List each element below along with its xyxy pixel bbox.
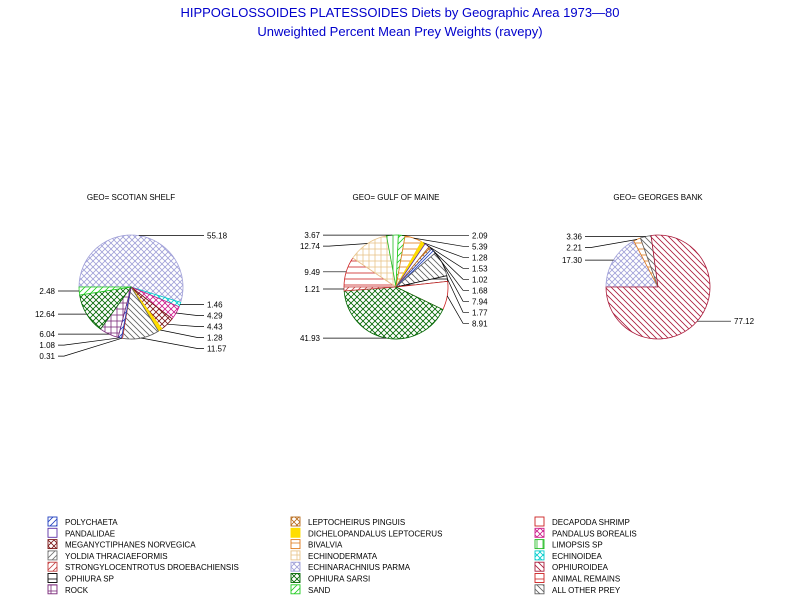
leader-line (413, 237, 469, 247)
leader-line (442, 263, 469, 302)
legend-label-pandalidae: PANDALIDAE (65, 529, 115, 538)
legend-swatch-ophiura_sp (47, 573, 58, 583)
pie-slice-strongylocentrotus (343, 286, 397, 292)
slice-label: 1.77 (472, 308, 488, 317)
legend-swatch-rock (47, 584, 58, 595)
leader-line (323, 243, 368, 247)
legend-label-pandalus: PANDALUS BOREALIS (552, 529, 637, 538)
legend-label-ophiura_sp: OPHIURA SP (65, 575, 114, 584)
leader-line (160, 329, 204, 338)
slice-label: 4.43 (207, 323, 223, 332)
pie-title-georges-bank: GEO= GEORGES BANK (613, 193, 703, 202)
pie-slice-echinarachnius (78, 234, 184, 303)
legend-label-bivalvia: BIVALVIA (308, 541, 343, 550)
legend-label-decapoda: DECAPODA SHRIMP (552, 518, 630, 527)
pie-georges-bank: GEO= GEORGES BANK 77.12 3.36 2.21 17.30 (562, 193, 755, 340)
legend-label-meganyctiphanes: MEGANYCTIPHANES NORVEGICA (65, 541, 196, 550)
legend-swatch-echinodermata (290, 550, 301, 561)
slice-label: 4.29 (207, 312, 223, 321)
slice-label: 1.53 (472, 264, 488, 273)
leader-line (58, 337, 123, 357)
legend: POLYCHAETA PANDALIDAE MEGANYCTIPHANES NORV… (47, 516, 637, 595)
leader-line (167, 323, 204, 327)
slice-label: 6.04 (39, 330, 55, 339)
legend-label-rock: ROCK (65, 586, 89, 595)
leader-line (430, 247, 469, 280)
legend-label-polychaeta: POLYCHAETA (65, 518, 118, 527)
slice-label: 55.18 (207, 232, 228, 241)
legend-label-echinarachnius: ECHINARACHNIUS PARMA (308, 563, 411, 572)
slice-label: 11.57 (207, 345, 227, 354)
slice-label: 2.09 (472, 231, 488, 240)
slice-label: 1.21 (304, 285, 320, 294)
legend-label-dichelopandalus: DICHELOPANDALUS LEPTOCERUS (308, 529, 442, 538)
pie-gulf-of-maine: GEO= GULF OF MAINE 2.09 5.39 1.28 1.53 1.02 1… (300, 193, 488, 343)
slice-label: 1.68 (472, 286, 488, 295)
slice-label: 12.74 (300, 242, 321, 251)
legend-label-animal_remains: ANIMAL REMAINS (552, 575, 620, 584)
leader-line (423, 242, 469, 258)
legend-swatch-echinarachnius (290, 561, 301, 572)
pie-title-gulf-of-maine: GEO= GULF OF MAINE (353, 193, 440, 202)
slice-label: 0.31 (39, 352, 55, 361)
legend-swatch-pandalus (534, 527, 545, 538)
legend-swatch-echinoidea (534, 550, 545, 561)
legend-swatch-sand (290, 584, 301, 595)
legend-swatch-dichelopandalus (290, 527, 301, 538)
leader-line (446, 278, 469, 313)
legend-label-ophiuroidea: OPHIUROIDEA (552, 563, 609, 572)
legend-label-strongylocentrotus: STRONGYLOCENTROTUS DROEBACHIENSIS (65, 563, 239, 572)
chart-subtitle: Unweighted Percent Mean Prey Weights (ra… (257, 24, 542, 39)
legend-label-sand: SAND (308, 586, 330, 595)
legend-swatch-ophiuroidea (534, 561, 545, 572)
legend-label-echinodermata: ECHINODERMATA (308, 552, 378, 561)
legend-label-ophiura_sarsi: OPHIURA SARSI (308, 575, 370, 584)
slice-label: 1.46 (207, 301, 223, 310)
slice-label: 1.28 (472, 253, 488, 262)
legend-label-echinoidea: ECHINOIDEA (552, 552, 602, 561)
legend-swatch-strongylocentrotus (47, 561, 58, 572)
slice-label: 9.49 (304, 268, 320, 277)
legend-label-limopsis: LIMOPSIS SP (552, 541, 603, 550)
leader-line (58, 337, 120, 346)
legend-swatch-other (534, 584, 545, 595)
slice-label: 3.67 (304, 231, 320, 240)
slice-label: 7.94 (472, 297, 488, 306)
slice-label: 41.93 (300, 334, 321, 343)
legend-swatch-animal_remains (534, 573, 545, 583)
slice-label: 2.21 (566, 243, 582, 252)
leader-line (433, 250, 469, 291)
legend-label-leptocheirus: LEPTOCHEIRUS PINGUIS (308, 518, 405, 527)
slice-label: 77.12 (734, 317, 755, 326)
slice-label: 1.08 (39, 341, 55, 350)
slice-label: 1.02 (472, 275, 488, 284)
legend-swatch-decapoda (534, 516, 545, 527)
leader-line (175, 312, 204, 316)
slice-label: 8.91 (472, 319, 488, 328)
legend-swatch-bivalvia (290, 539, 301, 550)
legend-swatch-leptocheirus (290, 516, 301, 527)
leader-line (426, 245, 469, 269)
legend-label-yoldia: YOLDIA THRACIAEFORMIS (65, 552, 168, 561)
slice-label: 1.28 (207, 334, 223, 343)
legend-swatch-ophiura_sarsi (290, 573, 301, 583)
legend-swatch-yoldia (47, 550, 58, 561)
legend-swatch-limopsis (534, 539, 545, 550)
leader-line (585, 239, 638, 248)
slice-label: 12.64 (35, 310, 56, 319)
pie-title-scotian-shelf: GEO= SCOTIAN SHELF (87, 193, 175, 202)
legend-label-other: ALL OTHER PREY (552, 586, 621, 595)
legend-swatch-meganyctiphanes (47, 539, 58, 550)
legend-swatch-pandalidae (47, 527, 58, 538)
legend-swatch-polychaeta (47, 516, 58, 527)
slice-label: 17.30 (562, 256, 583, 265)
slice-label: 5.39 (472, 242, 488, 251)
leader-line (141, 337, 204, 349)
pie-scotian-shelf: GEO= SCOTIAN SHELF 55.18 1.46 4.29 4.43 1.28… (35, 193, 228, 361)
slice-label: 3.36 (566, 232, 582, 241)
slice-label: 2.48 (39, 287, 55, 296)
leader-line (446, 295, 469, 324)
chart-title: HIPPOGLOSSOIDES PLATESSOIDES Diets by Ge… (180, 5, 619, 20)
